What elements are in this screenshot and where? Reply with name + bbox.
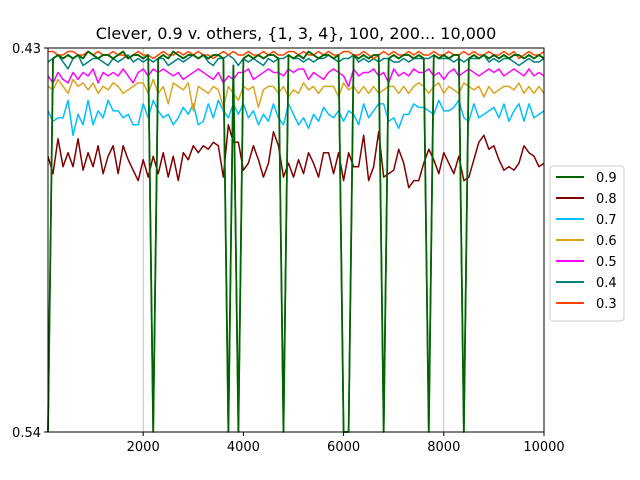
x-tick-label: 4000: [227, 440, 260, 455]
legend-label-0.4: 0.4: [596, 276, 617, 291]
chart-title: Clever, 0.9 v. others, {1, 3, 4}, 100, 2…: [96, 24, 497, 43]
legend-label-0.7: 0.7: [596, 213, 617, 228]
series-line-0.9-overlay: [47, 50, 545, 433]
series-line-0.8: [47, 124, 545, 189]
legend-label-0.6: 0.6: [596, 234, 617, 249]
y-axis: 0.43 0.54: [12, 42, 48, 441]
x-tick-label: 10000: [523, 440, 564, 455]
legend: 0.9 0.8 0.7 0.6 0.5 0.4 0.3: [549, 165, 625, 322]
series-line-0.5: [47, 68, 545, 88]
series-group: [47, 50, 545, 433]
y-tick-label: 0.54: [12, 426, 41, 441]
legend-label-0.9: 0.9: [596, 171, 617, 186]
x-axis: 2000 4000 6000 8000 10000: [127, 432, 565, 455]
series-line-0.6: [47, 78, 545, 112]
x-tick-label: 6000: [327, 440, 360, 455]
legend-label-0.3: 0.3: [596, 297, 617, 312]
gridlines: [142, 48, 445, 432]
legend-label-0.8: 0.8: [596, 192, 617, 207]
plot-frame: [47, 47, 545, 433]
x-tick-label: 2000: [127, 440, 160, 455]
legend-label-0.5: 0.5: [596, 255, 617, 270]
x-tick-label: 8000: [427, 440, 460, 455]
y-tick-label: 0.43: [12, 42, 41, 57]
series-line-0.4: [47, 54, 545, 70]
series-line-0.7: [47, 99, 545, 137]
